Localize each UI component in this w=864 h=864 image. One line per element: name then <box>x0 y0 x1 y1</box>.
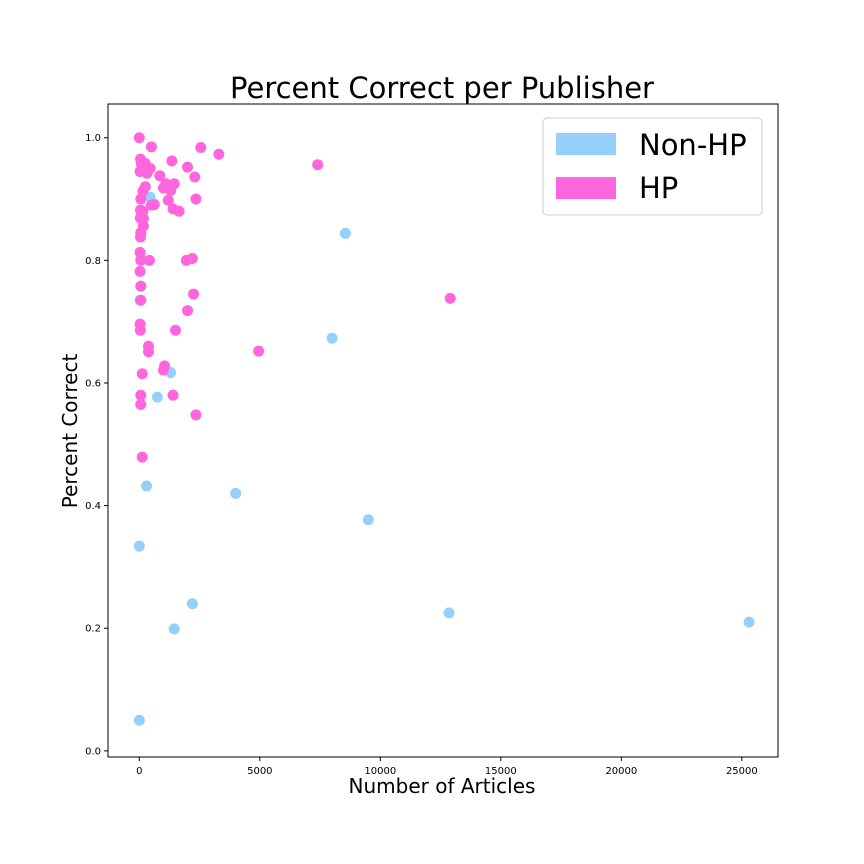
data-point-hp <box>134 324 146 336</box>
data-point-hp <box>136 368 148 380</box>
data-point-hp <box>135 193 147 205</box>
data-point-hp <box>162 194 174 206</box>
legend-label-non-hp: Non-HP <box>639 128 747 162</box>
data-point-hp <box>190 193 202 205</box>
x-tick-label: 20000 <box>605 766 637 777</box>
data-point-hp <box>135 280 147 292</box>
data-point-hp <box>253 345 265 357</box>
data-point-hp <box>134 265 146 277</box>
x-tick-label: 10000 <box>364 766 396 777</box>
chart-title: Percent Correct per Publisher <box>230 71 654 105</box>
x-axis-label: Number of Articles <box>349 774 536 798</box>
data-points <box>133 132 755 726</box>
x-tick-label: 15000 <box>485 766 517 777</box>
data-point-hp <box>168 178 180 190</box>
tick-layer: 0 5000 10000 15000 20000 25000 0.0 0.2 0.4 0.6 0.8… <box>85 133 758 777</box>
y-tick-label: 0.8 <box>85 256 101 267</box>
data-point-hp <box>186 253 198 265</box>
data-point-non-hp <box>141 480 153 492</box>
data-point-non-hp <box>168 623 180 635</box>
data-point-non-hp <box>230 487 242 499</box>
data-point-non-hp <box>743 616 755 628</box>
data-point-non-hp <box>151 391 163 403</box>
data-point-hp <box>143 254 155 266</box>
data-point-hp <box>190 409 202 421</box>
legend-swatch-hp <box>556 177 616 199</box>
data-point-hp <box>444 292 456 304</box>
data-point-hp <box>135 294 147 306</box>
data-point-non-hp <box>339 227 351 239</box>
data-point-non-hp <box>362 514 374 526</box>
data-point-hp <box>182 161 194 173</box>
data-point-hp <box>135 231 147 243</box>
data-point-hp <box>189 171 201 183</box>
plot-frame <box>107 103 779 758</box>
y-tick-label: 0.0 <box>85 746 101 757</box>
data-point-hp <box>145 141 157 153</box>
legend-swatch-non-hp <box>556 133 616 155</box>
data-point-hp <box>213 148 225 160</box>
data-point-non-hp <box>133 714 145 726</box>
y-tick-label: 0.2 <box>85 624 101 635</box>
data-point-hp <box>148 199 160 211</box>
legend-label-hp: HP <box>639 171 678 205</box>
data-point-hp <box>312 159 324 171</box>
data-point-non-hp <box>186 598 198 610</box>
data-point-hp <box>142 346 154 358</box>
data-point-hp <box>166 155 178 167</box>
y-tick-label: 0.4 <box>85 501 101 512</box>
x-tick-label: 5000 <box>247 766 272 777</box>
data-point-hp <box>133 132 145 144</box>
data-point-non-hp <box>326 332 338 344</box>
x-tick-label: 0 <box>136 766 142 777</box>
data-point-hp <box>136 451 148 463</box>
data-point-hp <box>167 389 179 401</box>
data-point-hp <box>135 398 147 410</box>
y-tick-label: 0.6 <box>85 378 101 389</box>
data-point-hp <box>134 246 146 258</box>
y-tick-label: 1.0 <box>85 133 101 144</box>
data-point-non-hp <box>133 540 145 552</box>
y-axis-label: Percent Correct <box>58 354 82 509</box>
x-tick-label: 25000 <box>726 766 758 777</box>
data-point-hp <box>135 254 147 266</box>
data-point-hp <box>169 324 181 336</box>
data-point-hp <box>144 162 156 174</box>
data-point-hp <box>154 170 166 182</box>
data-point-non-hp <box>443 607 455 619</box>
data-point-hp <box>195 142 207 154</box>
data-point-hp <box>173 205 185 217</box>
data-point-hp <box>135 389 147 401</box>
data-point-hp <box>139 181 151 193</box>
data-point-hp <box>159 360 171 372</box>
data-point-hp <box>188 288 200 300</box>
data-point-hp <box>182 305 194 317</box>
legend: Non-HP HP <box>542 117 763 216</box>
